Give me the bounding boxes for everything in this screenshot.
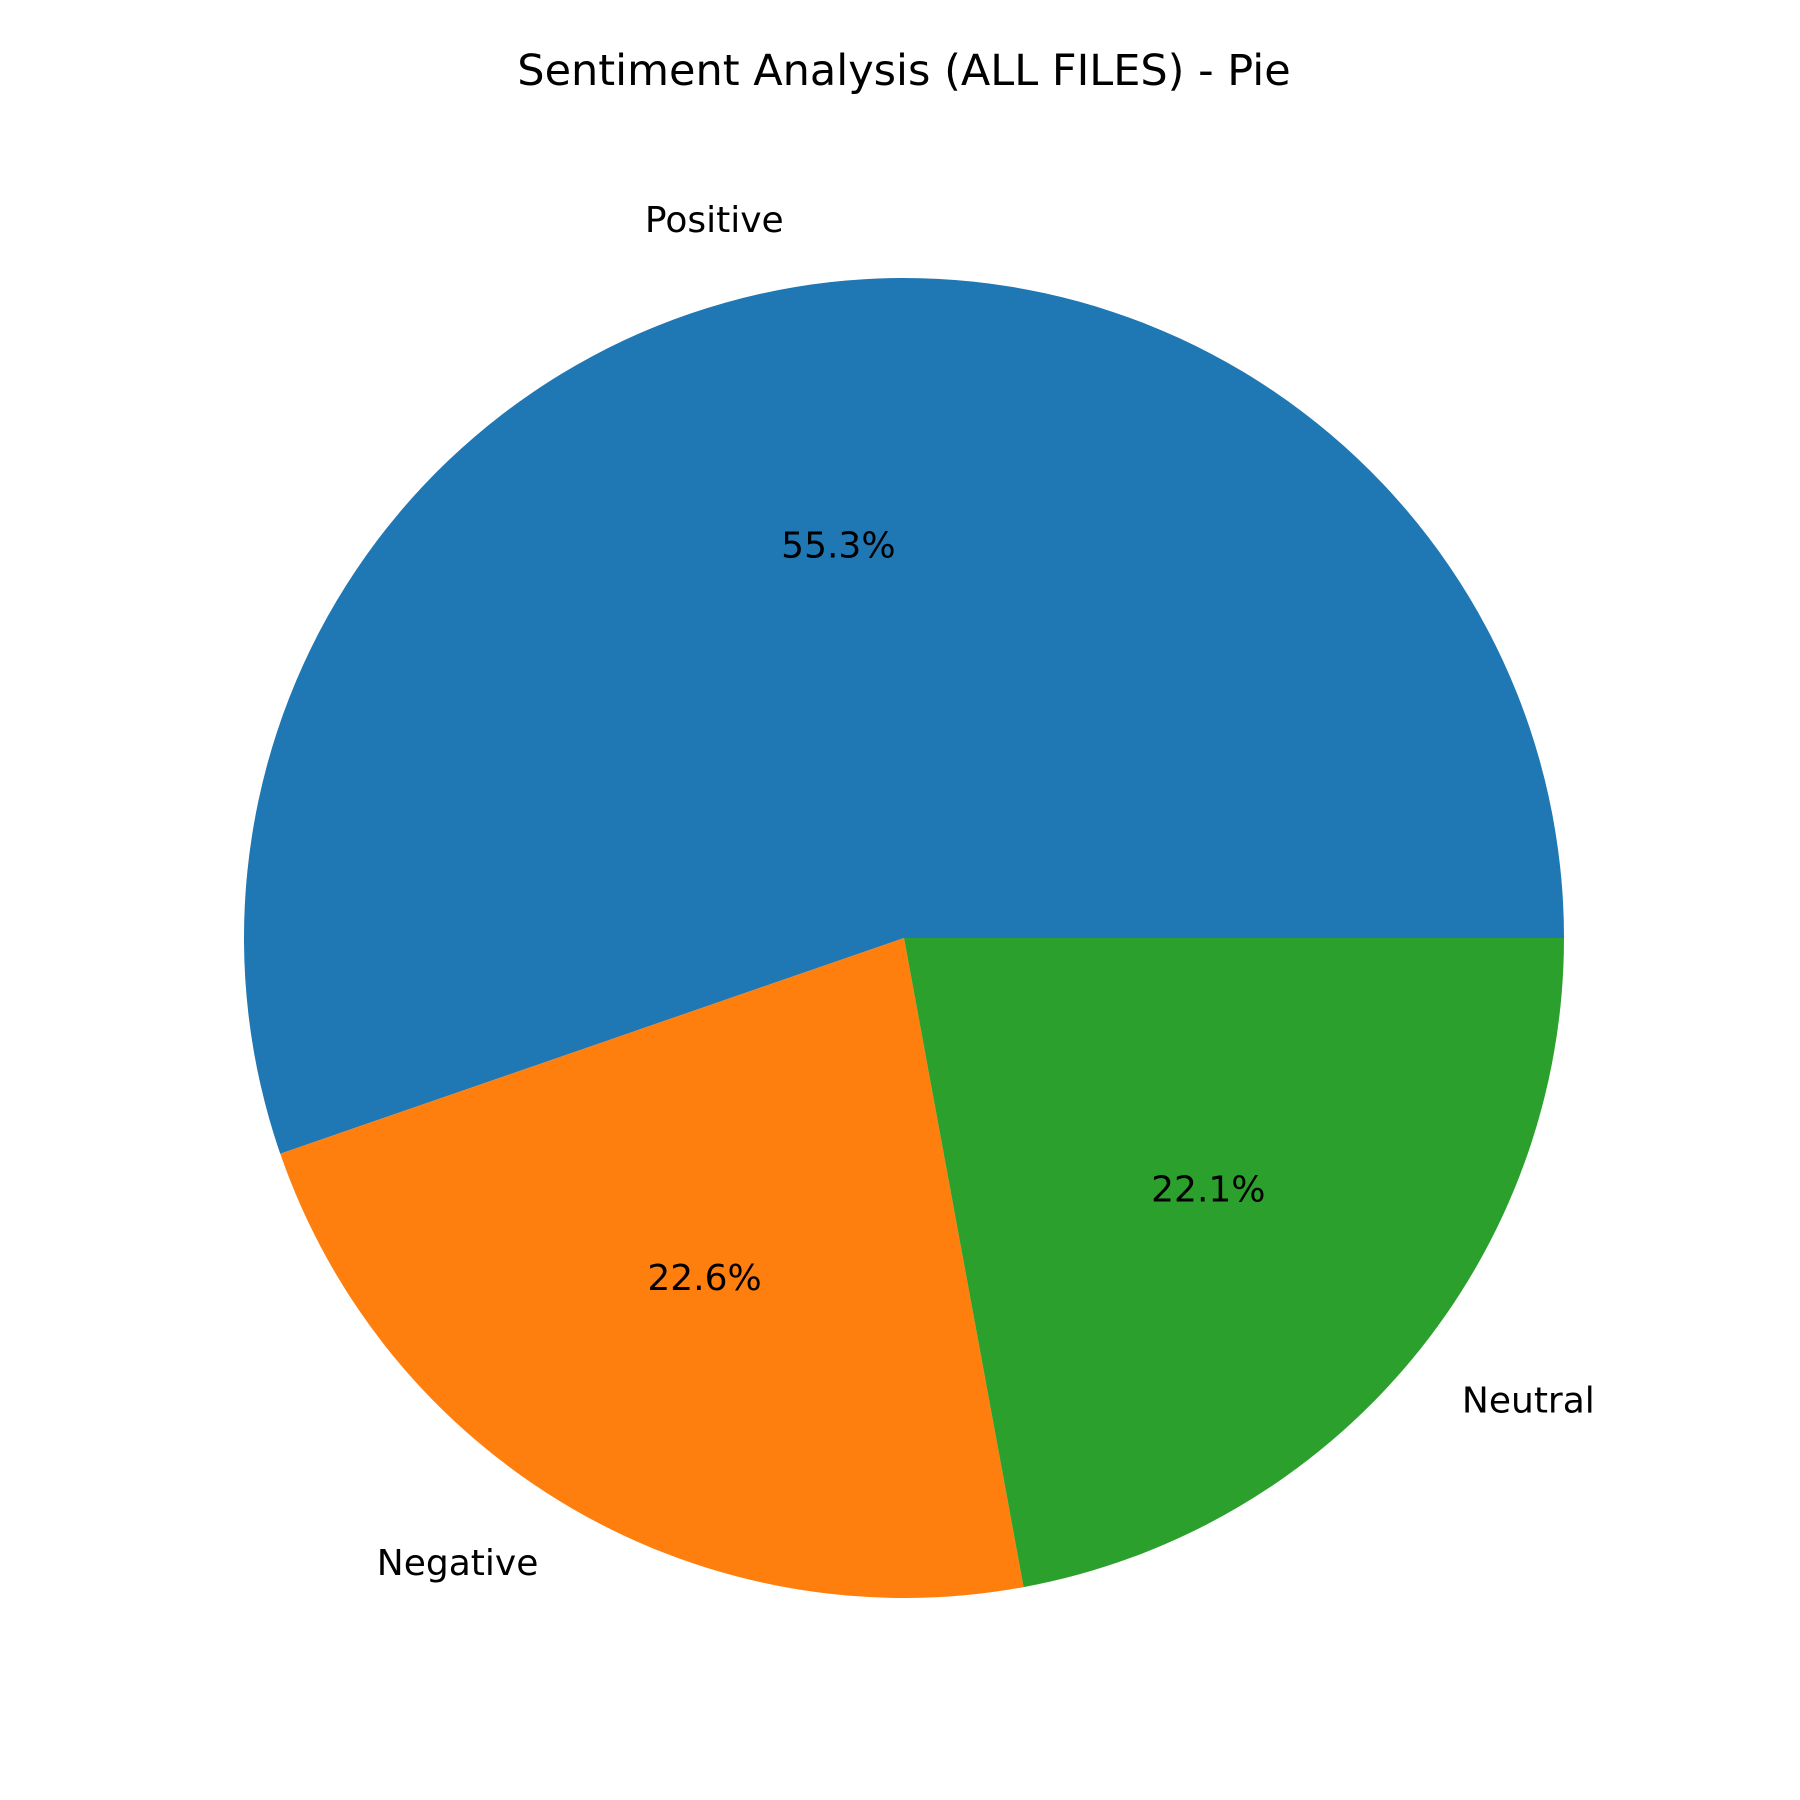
pie-slice-negative xyxy=(280,938,1024,1598)
chart-title: Sentiment Analysis (ALL FILES) - Pie xyxy=(517,46,1290,96)
pie-labels: Positive 55.3% Negative 22.6% Neutral 22.1% xyxy=(377,200,1595,1584)
pie-slice-positive xyxy=(243,277,1564,1154)
pct-label-positive: 55.3% xyxy=(781,525,895,566)
slice-label-negative: Negative xyxy=(377,1543,539,1584)
pct-label-negative: 22.6% xyxy=(647,1258,761,1299)
pct-label-neutral: 22.1% xyxy=(1151,1169,1265,1210)
pie-slices xyxy=(243,277,1564,1598)
slice-label-positive: Positive xyxy=(645,200,784,241)
slice-label-neutral: Neutral xyxy=(1462,1381,1595,1422)
pie-slice-neutral xyxy=(904,938,1564,1588)
